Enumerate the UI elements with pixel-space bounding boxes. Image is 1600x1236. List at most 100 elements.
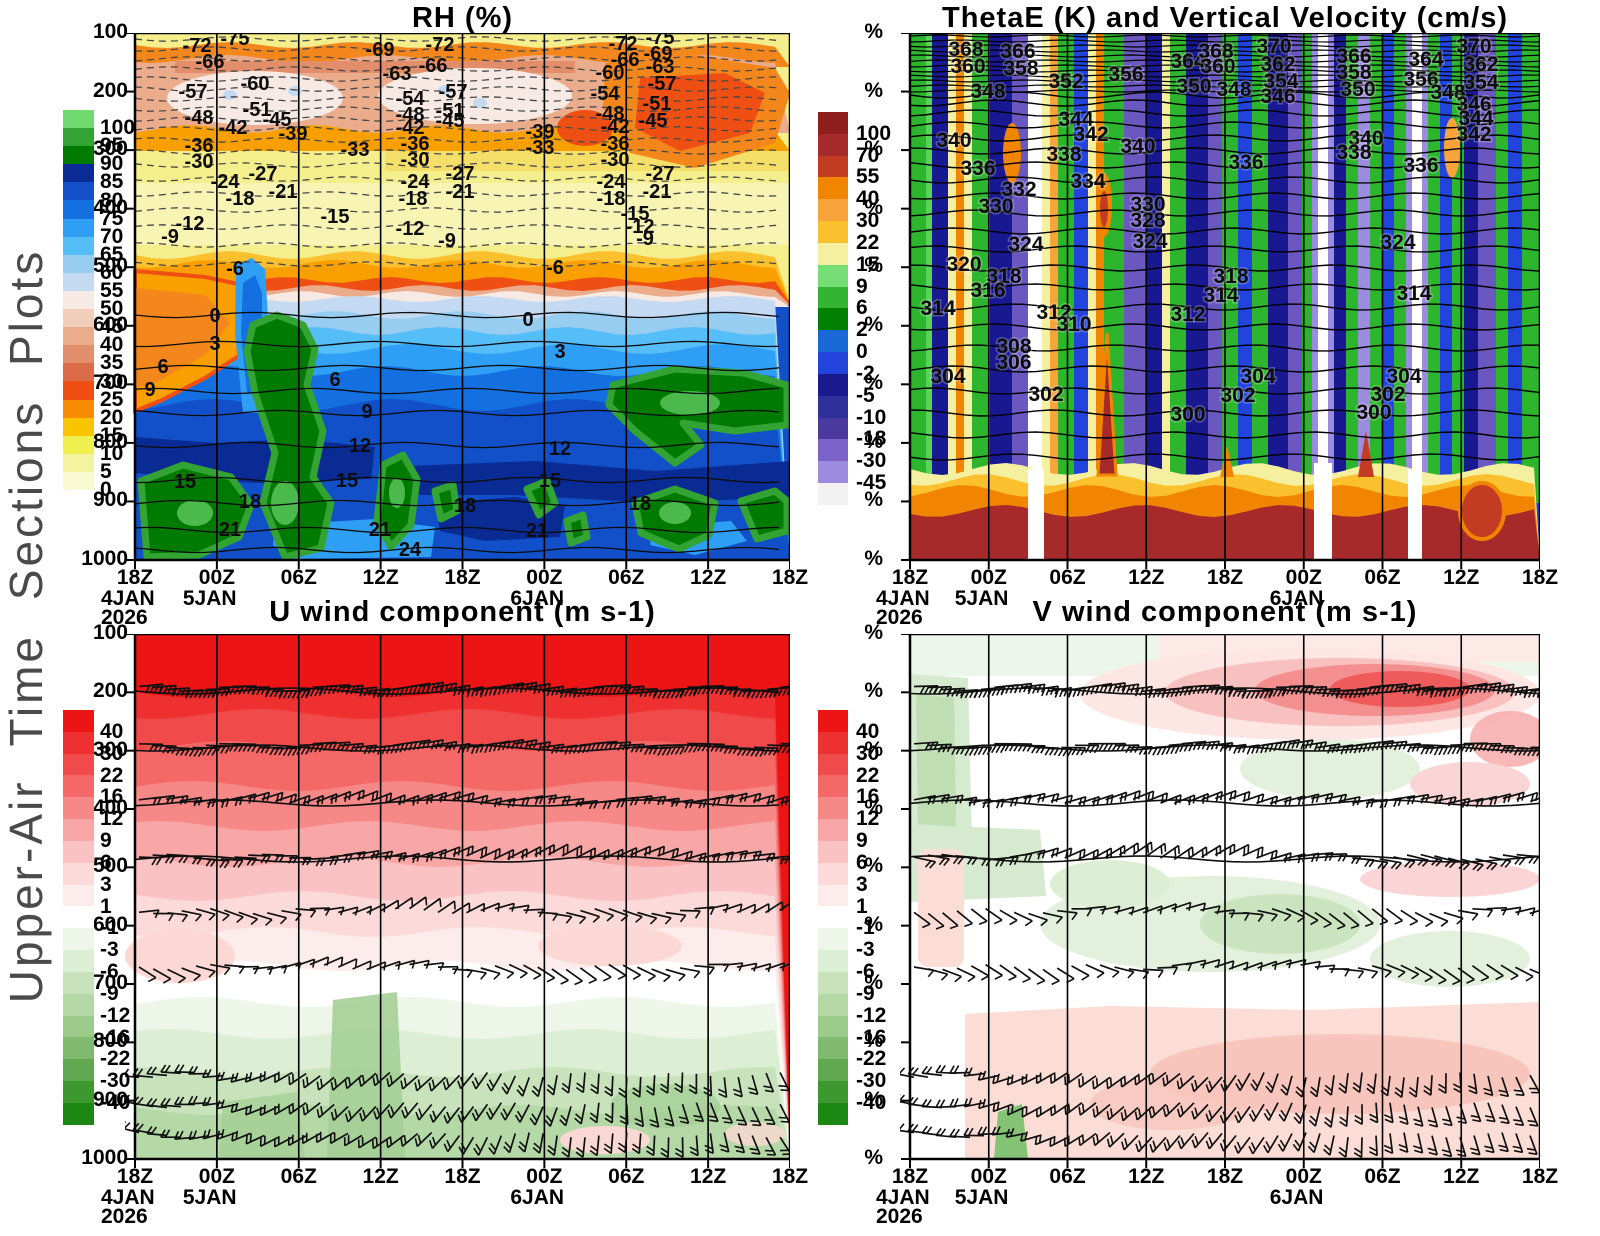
wind-barb-row (125, 1064, 790, 1099)
contour-label: 356 (1108, 63, 1143, 86)
x-date-label-te: 5JAN (954, 587, 1009, 610)
thetae-colorbar (818, 112, 848, 505)
contour-label: 348 (1216, 78, 1251, 101)
colorbar-value-label: 1 (100, 894, 112, 918)
colorbar-cell (63, 363, 94, 382)
contour-label: 300 (1356, 401, 1391, 424)
contour-label: 304 (1240, 365, 1275, 388)
colorbar-cell (818, 330, 848, 353)
colorbar-value-label: -9 (100, 981, 119, 1005)
colorbar-value-label: 45 (100, 315, 124, 339)
contour-label: -9 (161, 226, 179, 248)
x-tick-label-v: 06Z (1049, 1165, 1086, 1188)
contour-label: 18 (629, 493, 651, 515)
colorbar-cell (818, 461, 848, 484)
x-tick-label-u: 00Z (198, 1165, 235, 1188)
colorbar-value-label: -1 (856, 916, 875, 940)
colorbar-value-label: -22 (100, 1047, 131, 1071)
wind-barb-row (138, 738, 790, 757)
wind-barb-row (900, 1064, 1540, 1098)
v-panel-title: V wind component (m s-1) (1032, 596, 1418, 628)
contour-label: -60 (596, 62, 625, 84)
contour-label: 330 (1130, 193, 1165, 216)
y-tick-label-v: % (864, 854, 883, 878)
x-date-label-u: 4JAN (101, 1186, 155, 1209)
contour-label: -18 (597, 188, 626, 210)
x-date-label-u: 2026 (101, 1205, 148, 1228)
colorbar-value-label: -40 (856, 1091, 887, 1115)
contour-label: -30 (185, 151, 214, 173)
colorbar-cell (63, 290, 94, 310)
x-tick-label-v: 18Z (891, 1165, 929, 1188)
contour-label: 3 (209, 333, 220, 355)
colorbar-cell (63, 272, 94, 291)
y-tick-label-te: % (864, 488, 883, 512)
colorbar-value-label: 75 (100, 206, 124, 230)
contour-label: 344 (1458, 107, 1493, 130)
contour-label: 360 (950, 55, 985, 78)
contour-label: -24 (597, 171, 627, 193)
contour-label: 15 (539, 470, 561, 492)
contour-label: -45 (639, 110, 668, 132)
x-tick-label-te: 12Z (1443, 566, 1480, 589)
contour-label: 346 (1260, 85, 1295, 108)
colorbar-value-label: 50 (100, 297, 124, 321)
colorbar-cell (818, 710, 848, 732)
contour-label: 348 (1430, 81, 1465, 104)
y-tick-label-u: 400 (92, 796, 128, 819)
x-tick-label-rh: 00Z (526, 566, 563, 589)
x-tick-label-rh: 18Z (771, 566, 809, 589)
x-date-label-v: 6JAN (1269, 1186, 1324, 1209)
colorbar-value-label: -9 (856, 981, 875, 1005)
y-tick-label-v: % (864, 1146, 883, 1169)
colorbar-value-label: 30 (856, 209, 880, 233)
contour-label: 342 (1456, 123, 1491, 146)
colorbar-cell (63, 950, 94, 972)
contour-label: 368 (1198, 40, 1233, 63)
colorbar-cell (63, 128, 94, 147)
wind-barb-row (913, 901, 1540, 930)
u-wind-field-plot (125, 634, 790, 1168)
contour-label: 312 (1036, 301, 1071, 324)
contour-label: -75 (221, 33, 250, 50)
colorbar-value-label: 40 (100, 719, 124, 743)
contour-label: 358 (1003, 57, 1038, 80)
x-tick-label-v: 12Z (1443, 1165, 1480, 1188)
axes-frame (901, 33, 1540, 569)
colorbar-cell (818, 177, 848, 200)
contour-label: 0 (522, 309, 533, 331)
y-tick-label-te: % (864, 195, 883, 219)
y-tick-label-v: % (864, 1087, 883, 1111)
colorbar-cell (63, 1081, 94, 1103)
colorbar-value-label: -16 (100, 1025, 131, 1049)
y-tick-label-rh: 300 (92, 137, 128, 161)
colorbar-value-label: 5 (100, 460, 112, 483)
colorbar-value-label: 6 (856, 850, 868, 874)
colorbar-value-label: 35 (100, 351, 124, 375)
colorbar-value-label: 40 (856, 719, 880, 743)
x-date-label-te: 4JAN (876, 587, 930, 610)
contour-label: -33 (526, 137, 555, 159)
x-tick-label-te: 12Z (1128, 566, 1165, 589)
colorbar-cell (63, 884, 94, 907)
x-tick-label-v: 18Z (1521, 1165, 1559, 1188)
v-wind-barbs (900, 682, 1540, 1158)
colorbar-value-label: -40 (100, 1091, 131, 1115)
x-tick-label-te: 18Z (1206, 566, 1244, 589)
contour-label: 334 (1070, 170, 1105, 193)
thetae-panel-title: ThetaE (K) and Vertical Velocity (cm/s) (942, 2, 1508, 34)
contour-label: -60 (241, 73, 270, 95)
x-date-label-v: 2026 (876, 1205, 923, 1228)
y-tick-label-rh: 1000 (81, 547, 128, 570)
contour-label: -9 (438, 230, 456, 252)
y-tick-label-u: 800 (92, 1029, 128, 1053)
colorbar-value-label: 60 (100, 260, 124, 284)
colorbar-cell (818, 373, 848, 396)
contour-label: 330 (978, 195, 1013, 218)
rh-field-plot: -72 -75-66-60-57-51-48 -45-42 -39-36 -33-30-… (126, 33, 790, 569)
contour-label: 9 (361, 401, 372, 423)
contour-label: 366 (1336, 45, 1371, 68)
colorbar-cell (63, 471, 94, 490)
colorbar-cell (818, 221, 848, 243)
contour-label: 354 (1263, 70, 1298, 93)
